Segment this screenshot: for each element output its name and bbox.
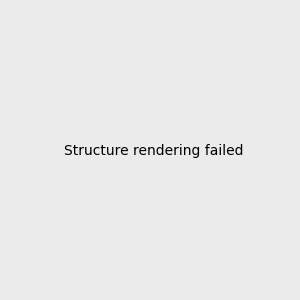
Text: Structure rendering failed: Structure rendering failed [64,145,244,158]
